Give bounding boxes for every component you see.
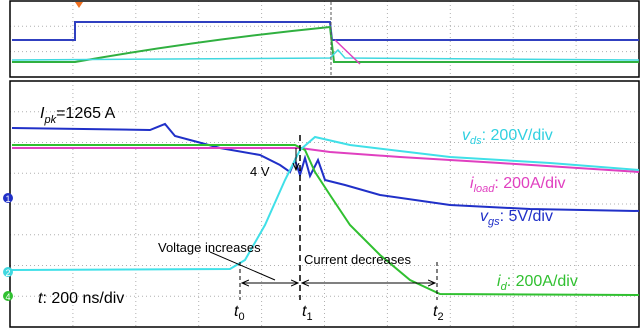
scope-screen: 2 4 1 Ipk=1265 A vds: 200V/div iload: 20…	[0, 0, 641, 329]
t0-label: t0	[234, 303, 245, 323]
iload-label: iload: 200A/div	[470, 175, 566, 195]
text: : 200A/div	[494, 175, 565, 192]
ch-label: 1	[5, 194, 10, 204]
top-id	[12, 27, 639, 62]
text: =1265 A	[56, 105, 116, 122]
subscript: 1	[306, 311, 312, 323]
ch-label: 2	[5, 268, 10, 278]
voltage-phase: Voltage increases	[158, 240, 261, 255]
pointer	[210, 252, 275, 280]
vgs-label: vgs: 5V/div	[480, 208, 553, 228]
top-vgs	[12, 22, 639, 40]
current-phase: Current decreases	[304, 252, 411, 267]
timebase-label: t: 200 ns/div	[38, 290, 124, 307]
subscript: 0	[238, 311, 244, 323]
subscript: load	[474, 183, 496, 195]
page: {"channel_markers": ["1", "2", "4"], "an…	[0, 0, 641, 329]
text: : 200A/div	[507, 273, 578, 290]
id-label: id: 200A/div	[497, 273, 578, 293]
plateau-label: 4 V	[250, 164, 270, 179]
text: : 200V/div	[482, 127, 553, 144]
subscript: ds	[470, 135, 482, 147]
t1-label: t1	[302, 303, 313, 323]
subscript: gs	[488, 216, 500, 228]
peak-label: Ipk=1265 A	[40, 105, 116, 126]
text: : 200 ns/div	[42, 290, 124, 307]
trigger-marker	[75, 2, 83, 8]
subscript: pk	[43, 114, 56, 126]
iload-trace	[12, 148, 639, 172]
t2-label: t2	[433, 303, 444, 323]
subscript: 2	[437, 311, 443, 323]
text: : 5V/div	[500, 208, 553, 225]
vds-label: vds: 200V/div	[462, 127, 553, 147]
ch-label: 4	[5, 292, 10, 302]
